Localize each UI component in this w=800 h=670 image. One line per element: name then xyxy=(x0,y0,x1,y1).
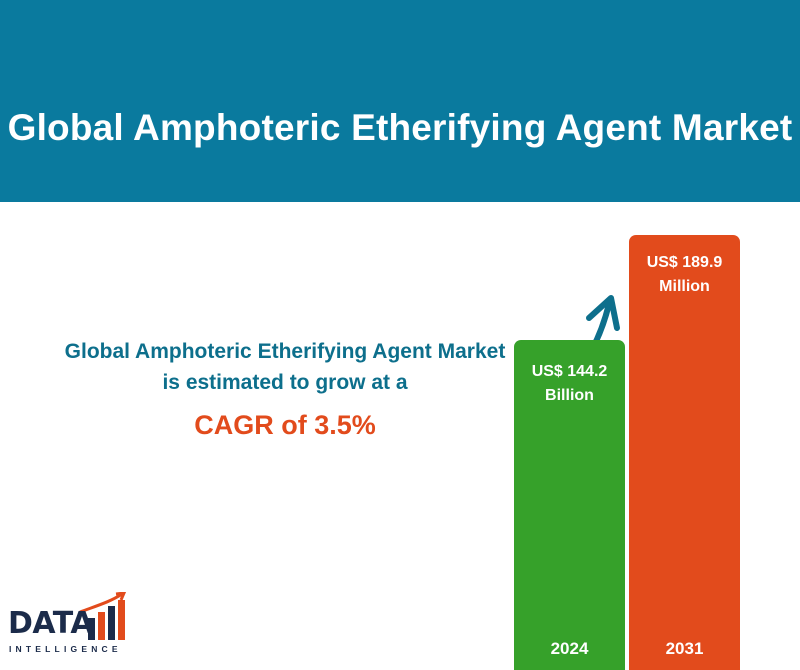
bar-year-label: 2024 xyxy=(550,639,589,658)
bar-2024: US$ 144.2 Billion 2024 xyxy=(514,340,625,670)
bar-2031: US$ 189.9 Million 2031 xyxy=(629,235,740,670)
page-title: Global Amphoteric Etherifying Agent Mark… xyxy=(7,107,793,148)
bar-value-label: US$ 144.2 Billion xyxy=(531,363,608,404)
title-banner: Global Amphoteric Etherifying Agent Mark… xyxy=(0,0,800,202)
growth-headline: Global Amphoteric Etherifying Agent Mark… xyxy=(64,340,506,394)
cagr-value: CAGR of 3.5% xyxy=(194,410,376,440)
bar-chart-logo-icon xyxy=(79,592,127,640)
data-intelligence-logo: DATA INTELLIGENCE xyxy=(8,592,132,658)
bar-value-label: US$ 189.9 Million xyxy=(646,254,723,295)
bar-year-label: 2031 xyxy=(665,639,704,658)
logo-tagline: INTELLIGENCE xyxy=(9,644,122,654)
logo-wordmark: DATA xyxy=(8,606,94,641)
